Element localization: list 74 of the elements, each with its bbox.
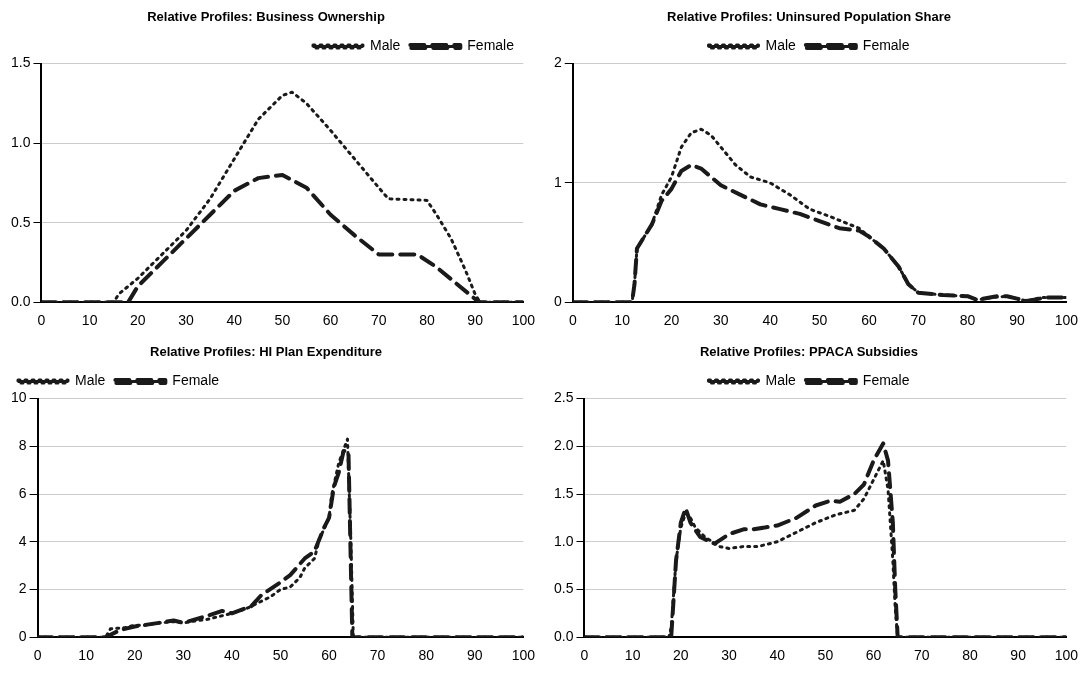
- legend-label: Male: [369, 37, 401, 54]
- x-tick-label: 40: [226, 312, 243, 329]
- x-tick-label: 30: [178, 312, 195, 329]
- x-tick-label: 100: [511, 312, 536, 329]
- legend-label: Male: [765, 37, 797, 54]
- y-tick-label: 1: [553, 173, 562, 190]
- chart-title: Relative Profiles: Uninsured Population Share: [667, 9, 951, 25]
- legend-label: Female: [862, 37, 910, 54]
- legend-label: Male: [765, 372, 797, 389]
- y-tick-label: 0.5: [10, 213, 31, 230]
- x-tick-label: 30: [713, 312, 729, 329]
- y-tick-label: 1.5: [10, 54, 31, 71]
- legend-label: Female: [467, 37, 515, 54]
- x-tick-label: 50: [811, 312, 828, 329]
- x-tick-label: 0: [580, 647, 589, 664]
- y-tick-label: 1.5: [553, 484, 574, 501]
- y-tick-label: 0: [553, 293, 562, 310]
- x-tick-label: 20: [663, 312, 680, 329]
- x-tick-label: 0: [37, 312, 46, 329]
- x-tick-label: 10: [78, 647, 95, 664]
- y-tick-label: 2.5: [553, 389, 574, 406]
- x-tick-label: 70: [370, 312, 387, 329]
- x-tick-label: 10: [624, 647, 641, 664]
- x-tick-label: 50: [274, 312, 291, 329]
- x-tick-label: 80: [419, 312, 435, 329]
- x-tick-label: 20: [126, 647, 143, 664]
- x-tick-label: 20: [673, 647, 689, 664]
- y-tick-label: 0.0: [553, 628, 574, 645]
- chart-title: Relative Profiles: HI Plan Expenditure: [150, 344, 382, 360]
- x-tick-label: 10: [81, 312, 98, 329]
- legend-label: Male: [75, 372, 106, 389]
- x-tick-label: 90: [1009, 312, 1025, 329]
- x-tick-label: 90: [1010, 647, 1027, 664]
- y-tick-label: 0.5: [553, 580, 574, 597]
- x-tick-label: 60: [865, 647, 882, 664]
- legend-label: Female: [172, 372, 220, 389]
- y-tick-label: 2: [18, 580, 27, 597]
- x-tick-label: 100: [1054, 647, 1079, 664]
- x-tick-label: 60: [321, 647, 338, 664]
- y-tick-label: 2.0: [553, 437, 574, 454]
- x-tick-label: 60: [861, 312, 877, 329]
- y-tick-label: 2: [553, 54, 562, 71]
- x-tick-label: 30: [721, 647, 738, 664]
- x-tick-label: 100: [1054, 312, 1079, 329]
- y-tick-label: 1.0: [553, 532, 574, 549]
- x-tick-label: 20: [130, 312, 146, 329]
- y-tick-label: 4: [18, 532, 27, 549]
- x-tick-label: 70: [913, 647, 930, 664]
- x-tick-label: 90: [467, 312, 484, 329]
- x-tick-label: 10: [614, 312, 631, 329]
- x-tick-label: 50: [272, 647, 289, 664]
- legend-label: Female: [862, 372, 910, 389]
- x-tick-label: 40: [762, 312, 779, 329]
- x-tick-label: 100: [511, 647, 536, 664]
- y-tick-label: 0.0: [10, 293, 31, 310]
- x-tick-label: 40: [769, 647, 786, 664]
- y-tick-label: 10: [10, 389, 27, 406]
- y-tick-label: 1.0: [10, 133, 31, 150]
- x-tick-label: 40: [224, 647, 240, 664]
- y-tick-label: 8: [18, 437, 27, 454]
- y-tick-label: 6: [18, 484, 27, 501]
- x-tick-label: 90: [466, 647, 483, 664]
- y-tick-label: 0: [18, 628, 27, 645]
- x-tick-label: 50: [817, 647, 834, 664]
- x-tick-label: 80: [959, 312, 976, 329]
- x-tick-label: 70: [910, 312, 927, 329]
- x-tick-label: 80: [418, 647, 435, 664]
- x-tick-label: 70: [369, 647, 386, 664]
- chart-title: Relative Profiles: PPACA Subsidies: [699, 344, 919, 360]
- x-tick-label: 80: [962, 647, 978, 664]
- x-tick-label: 30: [175, 647, 192, 664]
- x-tick-label: 60: [322, 312, 339, 329]
- x-tick-label: 0: [33, 647, 42, 664]
- chart-title: Relative Profiles: Business Ownership: [147, 9, 385, 25]
